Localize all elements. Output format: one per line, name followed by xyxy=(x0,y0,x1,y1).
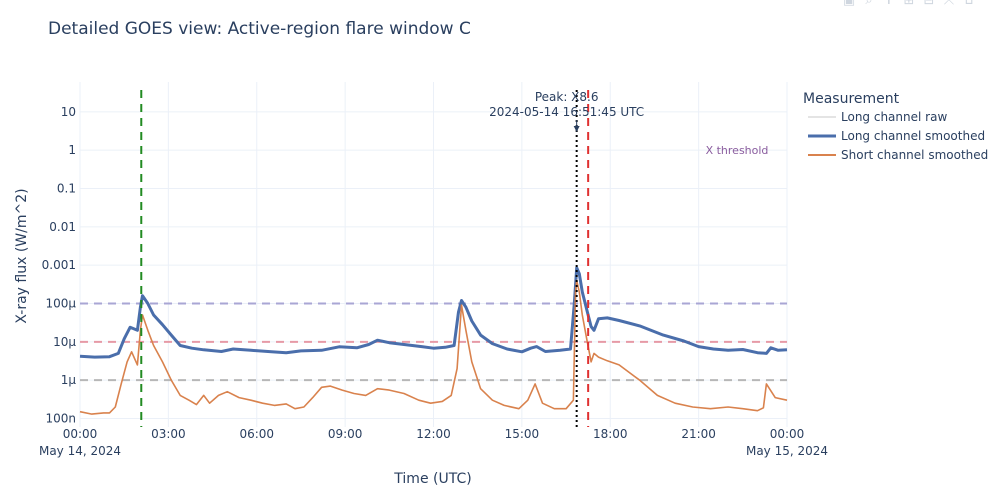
series-group xyxy=(79,266,788,415)
peak-label: Peak: X8.6 xyxy=(535,90,599,104)
peak-annotation: Peak: X8.6 2024-05-14 16:51:45 UTC xyxy=(489,90,644,132)
x-tick-date-label: May 15, 2024 xyxy=(746,444,828,458)
x-axis-label: Time (UTC) xyxy=(393,471,471,487)
legend-label-short-smoothed: Short channel smoothed xyxy=(841,148,988,162)
peak-time-label: 2024-05-14 16:51:45 UTC xyxy=(489,105,644,119)
threshold-lines xyxy=(80,302,787,382)
pan-icon[interactable]: ✛ xyxy=(883,0,895,8)
zoom-icon[interactable]: ⌕ xyxy=(865,0,873,8)
grid xyxy=(79,82,788,427)
legend-label-long-smoothed: Long channel smoothed xyxy=(841,129,985,143)
autoscale-icon[interactable]: ⤧ xyxy=(943,0,955,8)
y-tick-label: 1µ xyxy=(61,373,77,387)
x-tick-date-label: May 14, 2024 xyxy=(39,444,121,458)
legend-title: Measurement xyxy=(803,91,900,107)
camera-icon[interactable]: ▣ xyxy=(842,0,856,8)
zoom-in-icon[interactable]: ⊞ xyxy=(903,0,915,8)
series-line xyxy=(79,279,788,415)
y-tick-label: 0.001 xyxy=(42,258,76,272)
x-tick-label: 09:00 xyxy=(328,427,363,441)
reset-icon[interactable]: ⌂ xyxy=(964,0,974,8)
y-axis-ticks: 100n 1µ 10µ 100µ 0.001 0.01 0.1 1 10 xyxy=(42,105,77,426)
legend-item-long-smoothed[interactable]: Long channel smoothed xyxy=(808,129,985,143)
x-tick-label: 15:00 xyxy=(505,427,540,441)
x-tick-label: 06:00 xyxy=(239,427,274,441)
x-threshold-label: X threshold xyxy=(706,144,769,157)
legend-item-long-raw[interactable]: Long channel raw xyxy=(808,110,947,124)
y-tick-label: 0.01 xyxy=(49,220,76,234)
y-axis-label: X-ray flux (W/m^2) xyxy=(14,188,30,323)
x-axis-ticks: 00:00 May 14, 2024 03:00 06:00 09:00 12:00 15:… xyxy=(39,427,828,458)
x-tick-label: 00:00 xyxy=(63,427,98,441)
x-tick-label: 21:00 xyxy=(681,427,716,441)
y-tick-label: 0.1 xyxy=(57,181,76,195)
vertical-markers xyxy=(140,90,590,427)
peak-arrowhead xyxy=(573,126,580,132)
y-tick-label: 10 xyxy=(61,105,76,119)
chart-title: Detailed GOES view: Active-region flare … xyxy=(48,19,471,39)
y-tick-label: 1 xyxy=(68,143,76,157)
zoom-out-icon[interactable]: ⊟ xyxy=(923,0,935,8)
y-tick-label: 10µ xyxy=(53,335,76,349)
y-tick-label: 100n xyxy=(45,411,76,425)
legend[interactable]: Measurement Long channel raw Long channe… xyxy=(803,91,988,162)
x-tick-label: 03:00 xyxy=(151,427,186,441)
x-tick-label: 18:00 xyxy=(593,427,628,441)
x-tick-label: 00:00 xyxy=(770,427,805,441)
modebar[interactable]: ▣ ⌕ ✛ ⊞ ⊟ ⤧ ⌂ xyxy=(842,0,976,8)
y-tick-label: 100µ xyxy=(45,296,76,310)
legend-label-long-raw: Long channel raw xyxy=(841,110,947,124)
series-line xyxy=(79,266,788,359)
legend-item-short-smoothed[interactable]: Short channel smoothed xyxy=(808,148,988,162)
x-tick-label: 12:00 xyxy=(416,427,451,441)
